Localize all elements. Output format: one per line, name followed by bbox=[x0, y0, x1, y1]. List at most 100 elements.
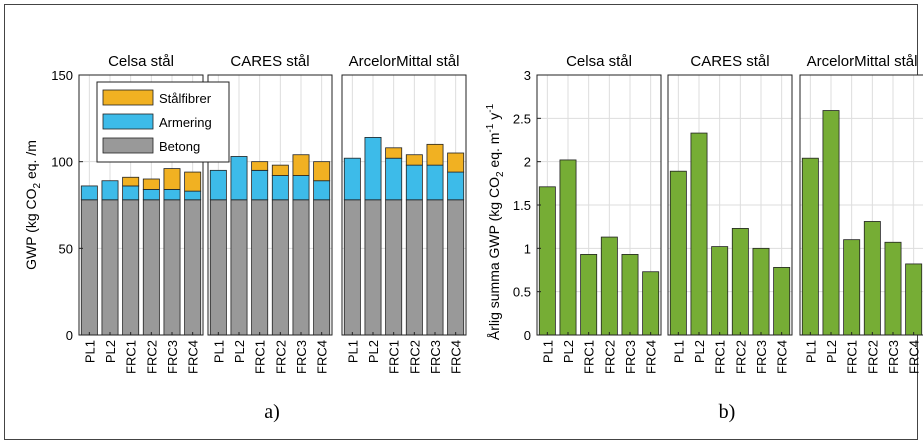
x-tick-label: PL1 bbox=[803, 340, 818, 363]
x-tick-label: PL2 bbox=[366, 340, 381, 363]
bar-stlfibrer-frc4 bbox=[184, 171, 202, 192]
bar-stlfibrer-frc1 bbox=[251, 161, 269, 171]
bar-frc1 bbox=[580, 253, 598, 336]
bar-frc2 bbox=[600, 236, 618, 336]
y-axis-label: Årlig summa GWP (kg CO2 eq. m-1 y-1 bbox=[485, 103, 506, 340]
x-tick-label: FRC1 bbox=[253, 340, 268, 374]
panel-title: CARES stål bbox=[690, 53, 769, 70]
bar-betong-pl1 bbox=[343, 199, 361, 336]
bar-armering-frc1 bbox=[122, 185, 140, 201]
bar-armering-pl2 bbox=[101, 180, 119, 201]
bar-pl1 bbox=[669, 170, 687, 336]
bar-pl1 bbox=[801, 157, 819, 336]
y-tick-label: 100 bbox=[51, 155, 73, 170]
bar-betong-pl1 bbox=[209, 199, 227, 336]
bar-stlfibrer-frc2 bbox=[142, 178, 160, 190]
bar-stlfibrer-frc1 bbox=[122, 176, 140, 187]
bar-betong-frc4 bbox=[447, 199, 465, 336]
bar-frc1 bbox=[843, 239, 861, 336]
bar-betong-frc1 bbox=[122, 199, 140, 336]
bar-betong-pl2 bbox=[364, 199, 382, 336]
legend-label: Betong bbox=[159, 139, 200, 154]
x-tick-label: PL2 bbox=[561, 340, 576, 363]
panel-label: a) bbox=[264, 401, 280, 423]
x-tick-label: PL2 bbox=[824, 340, 839, 363]
bar-pl2 bbox=[822, 110, 840, 336]
y-tick-label: 150 bbox=[51, 68, 73, 83]
bar-betong-frc3 bbox=[292, 199, 310, 336]
bar-betong-frc2 bbox=[405, 199, 423, 336]
bar-armering-frc3 bbox=[163, 188, 181, 201]
x-tick-label: FRC1 bbox=[845, 340, 860, 374]
x-tick-label: FRC2 bbox=[407, 340, 422, 374]
y-tick-label: 2 bbox=[524, 155, 531, 170]
bar-frc3 bbox=[884, 241, 902, 336]
y-tick-label: 0 bbox=[66, 328, 73, 343]
bar-stlfibrer-frc2 bbox=[271, 164, 289, 176]
x-tick-label: FRC4 bbox=[449, 340, 464, 374]
x-tick-label: PL1 bbox=[211, 340, 226, 363]
x-tick-label: FRC1 bbox=[582, 340, 597, 374]
x-tick-label: FRC1 bbox=[124, 340, 139, 374]
x-tick-label: FRC2 bbox=[602, 340, 617, 374]
bar-armering-frc3 bbox=[426, 164, 444, 201]
x-tick-label: FRC3 bbox=[886, 340, 901, 374]
bar-frc2 bbox=[863, 221, 881, 336]
bar-stlfibrer-frc4 bbox=[447, 152, 465, 173]
y-axis-label: GWP (kg CO2 eq. /m bbox=[23, 140, 43, 270]
legend-swatch bbox=[102, 89, 154, 106]
panel-title: ArcelorMittal stål bbox=[807, 53, 918, 70]
bar-betong-frc3 bbox=[163, 199, 181, 336]
bar-betong-frc3 bbox=[426, 199, 444, 336]
panel-title: CARES stål bbox=[230, 53, 309, 70]
legend-label: Armering bbox=[159, 115, 212, 130]
panel-title: Celsa stål bbox=[108, 53, 174, 70]
x-tick-label: PL2 bbox=[232, 340, 247, 363]
x-tick-label: FRC4 bbox=[644, 340, 659, 374]
y-tick-label: 50 bbox=[59, 241, 73, 256]
bar-armering-pl1 bbox=[80, 185, 98, 201]
bar-betong-pl1 bbox=[80, 199, 98, 336]
bar-betong-frc1 bbox=[251, 199, 269, 336]
bar-betong-frc2 bbox=[142, 199, 160, 336]
bar-armering-pl1 bbox=[209, 169, 227, 201]
x-tick-label: FRC4 bbox=[315, 340, 330, 374]
bar-stlfibrer-frc3 bbox=[426, 143, 444, 166]
bar-frc4 bbox=[905, 263, 923, 336]
bar-armering-pl1 bbox=[343, 157, 361, 201]
plot-frame bbox=[341, 74, 467, 336]
bar-pl1 bbox=[538, 186, 556, 336]
x-tick-label: PL1 bbox=[671, 340, 686, 363]
x-tick-label: FRC4 bbox=[186, 340, 201, 374]
bar-betong-frc4 bbox=[184, 199, 202, 336]
x-tick-label: FRC2 bbox=[273, 340, 288, 374]
bar-frc3 bbox=[752, 247, 770, 336]
bar-pl2 bbox=[690, 132, 708, 336]
bar-betong-frc2 bbox=[271, 199, 289, 336]
bar-stlfibrer-frc2 bbox=[405, 154, 423, 166]
bar-pl2 bbox=[559, 159, 577, 336]
x-tick-label: FRC4 bbox=[775, 340, 790, 374]
bar-armering-pl2 bbox=[230, 156, 248, 201]
x-tick-label: FRC3 bbox=[294, 340, 309, 374]
bar-betong-pl2 bbox=[230, 199, 248, 336]
bar-stlfibrer-frc4 bbox=[313, 161, 331, 182]
x-tick-label: PL1 bbox=[540, 340, 555, 363]
legend-label: Stålfibrer bbox=[159, 91, 212, 106]
x-tick-label: FRC1 bbox=[387, 340, 402, 374]
bar-armering-frc2 bbox=[405, 164, 423, 201]
plot-frame bbox=[207, 74, 333, 336]
bar-armering-frc1 bbox=[385, 157, 403, 201]
bar-frc1 bbox=[711, 246, 729, 336]
panel-title: Celsa stål bbox=[566, 53, 632, 70]
y-tick-label: 3 bbox=[524, 68, 531, 83]
legend-swatch bbox=[102, 113, 154, 130]
bar-frc4 bbox=[642, 271, 660, 336]
bar-armering-frc3 bbox=[292, 175, 310, 201]
bar-frc4 bbox=[773, 266, 791, 336]
plot-frame bbox=[78, 74, 204, 336]
plot-frame bbox=[667, 74, 793, 336]
x-tick-label: FRC1 bbox=[713, 340, 728, 374]
x-tick-label: PL2 bbox=[103, 340, 118, 363]
